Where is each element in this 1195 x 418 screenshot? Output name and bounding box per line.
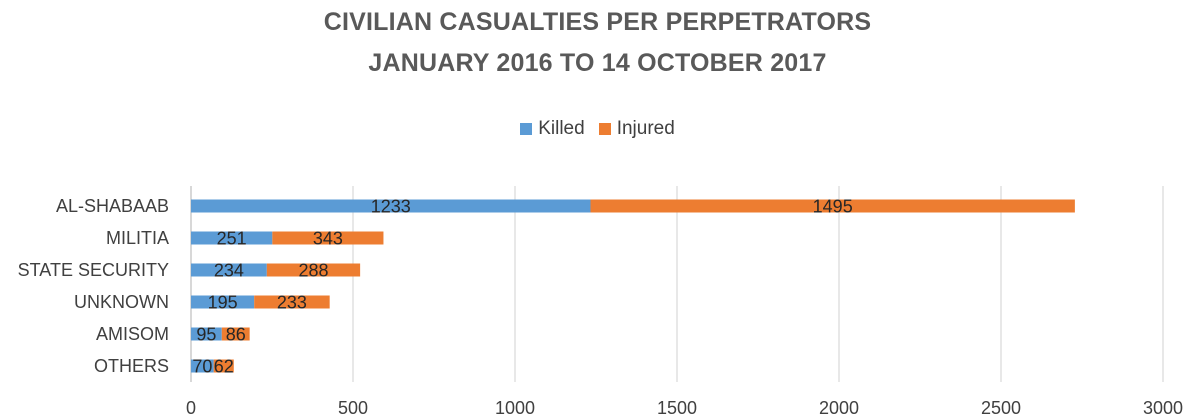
category-label-al-shabaab: AL-SHABAAB — [56, 196, 169, 216]
data-label-injured-al-shabaab: 1495 — [813, 197, 853, 217]
bar-killed-others — [191, 359, 214, 373]
category-label-state-security: STATE SECURITY — [18, 260, 169, 280]
chart-subtitle: JANUARY 2016 TO 14 OCTOBER 2017 — [368, 49, 827, 77]
x-tick-label-3000: 3000 — [1143, 398, 1183, 418]
category-label-unknown: UNKNOWN — [74, 292, 169, 312]
bar-injured-state-security — [266, 263, 361, 277]
data-label-killed-state-security: 234 — [214, 261, 244, 281]
x-tick-label-2000: 2000 — [819, 398, 859, 418]
legend-label-injured: Injured — [616, 118, 675, 139]
data-label-killed-militia: 251 — [217, 229, 247, 249]
data-label-killed-others: 70 — [192, 357, 212, 377]
data-label-killed-al-shabaab: 1233 — [371, 197, 411, 217]
bar-injured-unknown — [254, 295, 330, 309]
data-label-injured-others: 62 — [214, 357, 234, 377]
data-label-killed-amisom: 95 — [196, 325, 216, 345]
bar-injured-militia — [272, 231, 384, 245]
bar-killed-amisom — [191, 327, 222, 341]
x-tick-label-1000: 1000 — [495, 398, 535, 418]
data-label-killed-unknown: 195 — [208, 293, 238, 313]
bar-injured-amisom — [221, 327, 250, 341]
legend-swatch-injured — [598, 123, 611, 135]
bar-killed-militia — [191, 231, 273, 245]
bar-injured-al-shabaab — [590, 199, 1075, 213]
x-tick-label-0: 0 — [186, 398, 196, 418]
category-label-amisom: AMISOM — [96, 324, 169, 344]
x-tick-label-500: 500 — [338, 398, 368, 418]
category-label-others: OTHERS — [94, 356, 169, 376]
data-label-injured-state-security: 288 — [298, 261, 328, 281]
data-label-injured-amisom: 86 — [226, 325, 246, 345]
chart-title: CIVILIAN CASUALTIES PER PERPETRATORS — [323, 8, 872, 36]
data-label-injured-militia: 343 — [313, 229, 343, 249]
legend-item-killed: Killed — [520, 118, 585, 140]
bar-killed-al-shabaab — [191, 199, 591, 213]
legend-swatch-killed — [520, 123, 533, 135]
chart-legend: Killed Injured — [0, 118, 1195, 140]
x-tick-label-2500: 2500 — [981, 398, 1021, 418]
bar-killed-state-security — [191, 263, 267, 277]
bar-killed-unknown — [191, 295, 255, 309]
category-label-militia: MILITIA — [106, 228, 169, 248]
bar-injured-others — [213, 359, 234, 373]
legend-label-killed: Killed — [538, 118, 585, 139]
legend-item-injured: Injured — [598, 118, 675, 140]
data-label-injured-unknown: 233 — [277, 293, 307, 313]
x-tick-label-1500: 1500 — [657, 398, 697, 418]
